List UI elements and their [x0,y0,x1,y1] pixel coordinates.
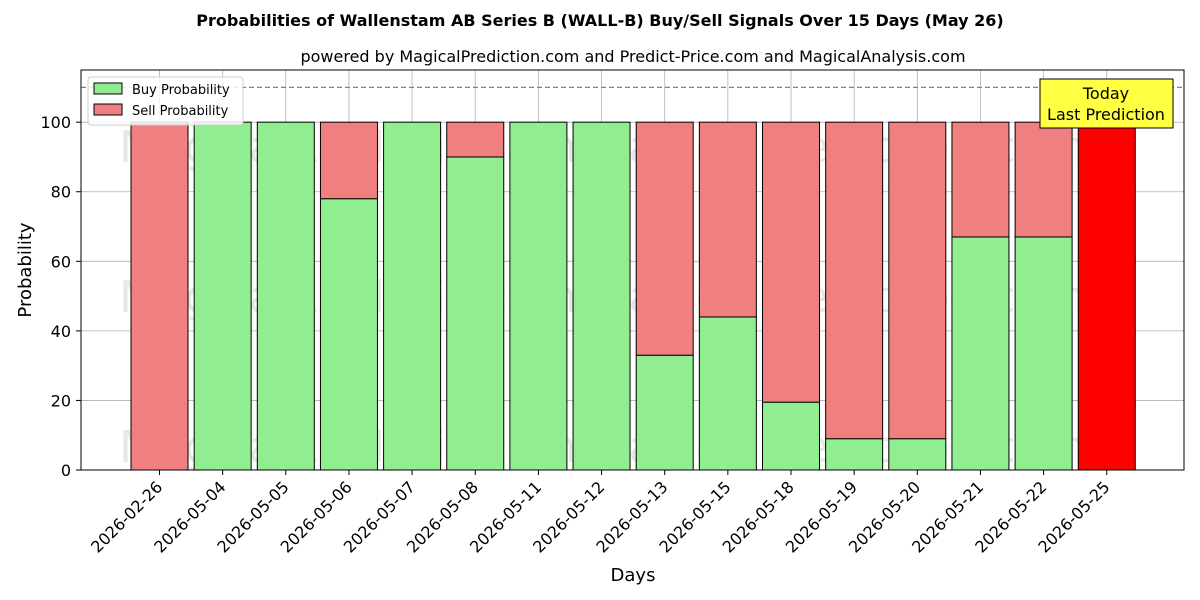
legend-swatch-sell [93,103,123,116]
y-tick-label: 80 [51,183,71,202]
bar-buy [193,121,252,471]
plot-frame [80,69,1185,471]
bar-buy [446,156,505,471]
bar-buy [635,354,694,471]
legend-label-sell: Sell Probability [132,104,229,119]
bar-buy [1014,236,1073,471]
y-tick-label: 0 [61,461,71,480]
bar-sell [446,121,505,158]
bar-buy [951,236,1010,471]
chart-title: Probabilities of Wallenstam AB Series B … [196,11,1003,30]
legend-swatch-buy [93,82,123,95]
legend-label-buy: Buy Probability [132,83,230,98]
today-annotation: Today Last Prediction [1039,78,1174,129]
bar-buy [383,121,442,471]
y-tick-label: 20 [51,391,71,410]
chart-subtitle: powered by MagicalPrediction.com and Pre… [300,47,965,66]
bar-sell [825,121,884,440]
today-annotation-line-1: Today [1082,84,1129,103]
bar-buy [572,121,631,471]
bar-sell-today [1077,121,1136,471]
bar-sell [698,121,757,318]
bar-sell [635,121,694,356]
bar-sell [1014,121,1073,238]
bar-buy [888,438,947,471]
bar-buy [825,438,884,471]
bar-buy [698,316,757,471]
y-tick-label: 40 [51,322,71,341]
bar-sell [319,121,378,200]
bar-sell [951,121,1010,238]
bar-buy [762,401,820,471]
today-annotation-line-2: Last Prediction [1047,105,1165,124]
legend-box [87,76,244,126]
bar-sell [762,121,820,403]
y-axis-label: Probability [15,222,36,317]
bar-buy [509,121,568,471]
bar-sell [130,121,189,471]
bar-sell [888,121,947,440]
x-axis-label: Days [611,565,656,586]
legend: Buy Probability Sell Probability [87,76,244,126]
y-tick-label: 60 [51,252,71,271]
today-annotation-box [1039,78,1174,129]
y-tick-label: 100 [40,113,71,132]
bar-buy [256,121,315,471]
bar-buy [319,198,378,471]
